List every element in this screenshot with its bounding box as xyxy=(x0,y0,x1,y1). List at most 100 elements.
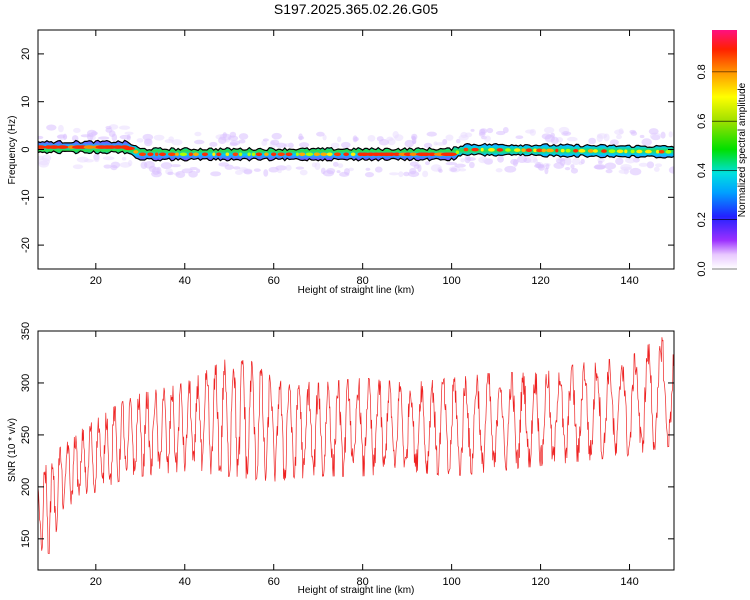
haze-blob xyxy=(103,164,112,169)
haze-blob xyxy=(438,168,443,173)
hotspot xyxy=(83,145,96,149)
haze-blob xyxy=(615,157,624,166)
haze-blob xyxy=(543,126,555,134)
haze-blob xyxy=(330,142,340,149)
haze-blob xyxy=(118,125,131,130)
haze-blob xyxy=(210,171,222,177)
hotspot xyxy=(238,152,243,157)
colorbar-tick-label: 0.2 xyxy=(696,212,708,227)
hotspot xyxy=(201,152,209,157)
haze-blob xyxy=(478,156,488,164)
hotspot xyxy=(608,149,616,153)
haze-blob xyxy=(218,136,227,145)
hotspot xyxy=(232,152,239,157)
haze-blob xyxy=(566,136,578,142)
haze-blob xyxy=(411,133,418,141)
hotspot xyxy=(592,149,598,153)
haze-blob xyxy=(175,170,186,178)
hotspot xyxy=(313,152,321,157)
haze-blob xyxy=(392,130,399,139)
haze-blob xyxy=(641,138,652,147)
haze-blob xyxy=(38,155,44,161)
haze-blob xyxy=(495,130,506,136)
haze-blob xyxy=(604,162,617,170)
haze-blob xyxy=(593,165,606,170)
haze-blob xyxy=(603,133,610,142)
haze-blob xyxy=(559,158,566,166)
haze-blob xyxy=(541,133,552,140)
haze-blob xyxy=(261,140,268,146)
haze-blob xyxy=(73,127,81,133)
hotspot xyxy=(216,152,222,157)
haze-blob xyxy=(337,136,342,143)
hotspot xyxy=(350,152,356,157)
spectrogram-y-ticks: -20 -10 0 10 20 xyxy=(20,48,674,253)
haze-blob xyxy=(153,134,165,141)
haze-blob xyxy=(298,133,303,141)
haze-blob xyxy=(497,155,504,163)
haze-blob xyxy=(378,139,390,146)
haze-blob xyxy=(152,166,160,175)
haze-blob xyxy=(629,167,642,176)
y-tick-label: 200 xyxy=(20,478,32,496)
hotspot xyxy=(133,150,139,154)
haze-blob xyxy=(326,168,336,175)
hotspot xyxy=(533,148,538,153)
haze-blob xyxy=(71,135,79,142)
hotspot xyxy=(655,149,660,154)
haze-blob xyxy=(668,131,673,138)
x-tick-label: 20 xyxy=(90,576,102,588)
haze-blob xyxy=(605,169,613,174)
haze-blob xyxy=(168,136,174,142)
hotspot xyxy=(147,152,154,157)
haze-blob xyxy=(648,128,659,135)
haze-blob xyxy=(570,167,579,174)
haze-blob xyxy=(486,127,494,134)
hotspot xyxy=(624,149,628,154)
haze-blob xyxy=(124,131,134,135)
hotspot xyxy=(496,148,504,152)
haze-blob xyxy=(504,165,517,173)
x-tick-label: 40 xyxy=(179,576,191,588)
x-tick-label: 60 xyxy=(268,576,280,588)
haze-blob xyxy=(458,168,467,172)
snr-panel: 20 40 60 80 100 120 140 150 200 250 300 350 Height… xyxy=(7,322,675,596)
haze-blob xyxy=(455,138,461,144)
haze-blob xyxy=(588,137,597,145)
haze-blob xyxy=(403,171,410,177)
haze-blob xyxy=(620,166,632,170)
haze-blob xyxy=(614,129,624,136)
haze-blob xyxy=(660,131,666,139)
haze-blob xyxy=(277,169,282,174)
haze-blob xyxy=(340,141,351,149)
hotspot xyxy=(247,152,251,157)
haze-blob xyxy=(464,132,473,138)
haze-blob xyxy=(228,135,239,141)
snr-frame xyxy=(37,330,675,571)
x-tick-label: 60 xyxy=(268,275,280,287)
colorbar-tick-label: 0.6 xyxy=(696,114,708,129)
x-tick-label: 40 xyxy=(179,275,191,287)
haze-blob xyxy=(119,134,131,140)
x-tick-label: 100 xyxy=(442,576,460,588)
haze-blob xyxy=(295,166,305,170)
haze-blob xyxy=(110,164,118,171)
haze-blob xyxy=(322,134,327,141)
hotspot xyxy=(167,152,176,157)
haze-blob xyxy=(332,161,339,167)
haze-blob xyxy=(533,163,545,169)
hotspot xyxy=(555,148,559,153)
spectral-haze xyxy=(38,124,674,178)
hotspot xyxy=(179,152,188,157)
haze-blob xyxy=(46,124,57,131)
spectrogram-plot-area xyxy=(38,124,674,178)
hotspot xyxy=(471,147,479,152)
spectrogram-x-axis-title: Height of straight line (km) xyxy=(298,285,415,296)
hotspot xyxy=(521,148,526,152)
haze-blob xyxy=(97,136,110,140)
y-tick-label: -10 xyxy=(20,189,32,205)
hotspot xyxy=(616,149,624,154)
haze-blob xyxy=(196,168,201,174)
hotspot xyxy=(541,148,546,153)
spectrogram-y-axis-title: Frequency (Hz) xyxy=(7,116,18,185)
